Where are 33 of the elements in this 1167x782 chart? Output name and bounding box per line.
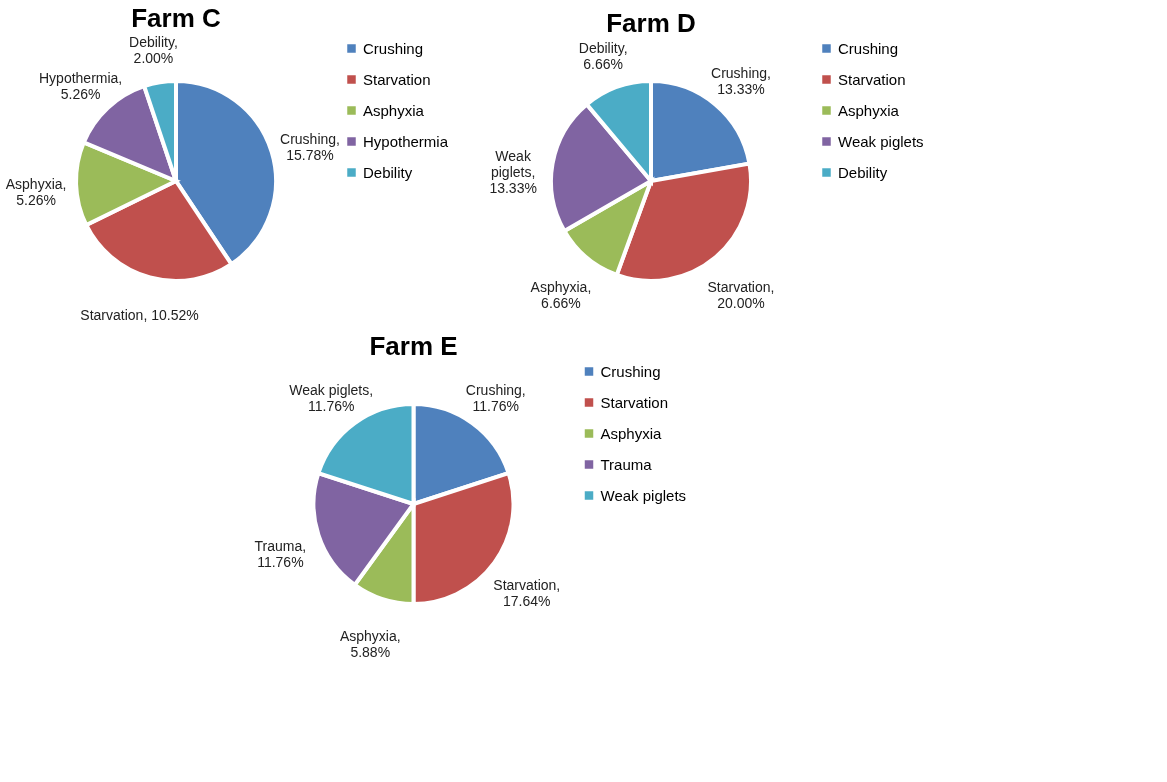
legend-label: Starvation xyxy=(838,70,906,88)
legend-label: Hypothermia xyxy=(363,132,449,150)
data-label: Asphyxia, 5.88% xyxy=(339,628,401,661)
data-label: Crushing, 15.78% xyxy=(280,131,340,164)
data-label: Weak piglets, 11.76% xyxy=(289,381,374,414)
chart-title: Farm E xyxy=(369,331,458,361)
data-label: Debility, 2.00% xyxy=(129,33,178,66)
legend-label: Trauma xyxy=(600,455,653,473)
data-label: Asphyxia, 6.66% xyxy=(530,279,592,312)
data-label: Crushing, 11.76% xyxy=(465,381,526,414)
chart-title: Farm C xyxy=(131,2,222,33)
legend-label: Asphyxia xyxy=(838,101,900,119)
chart-title: Farm D xyxy=(606,8,696,38)
data-label: Asphyxia, 5.26% xyxy=(5,176,67,209)
data-label: Weak piglets, 13.33% xyxy=(489,147,537,196)
legend-label: Crushing xyxy=(363,39,424,57)
data-label: Starvation, 20.00% xyxy=(707,279,775,312)
data-label: Crushing, 13.33% xyxy=(711,64,771,97)
legend-label: Crushing xyxy=(838,39,899,57)
legend-label: Crushing xyxy=(600,362,661,380)
data-label: Trauma, 11.76% xyxy=(254,538,307,571)
legend-label: Starvation xyxy=(600,393,669,411)
data-label: Hypothermia, 5.26% xyxy=(39,69,123,102)
legend-label: Asphyxia xyxy=(600,424,663,442)
data-label: Starvation, 10.52% xyxy=(80,307,199,324)
legend-label: Asphyxia xyxy=(363,101,425,119)
legend-label: Debility xyxy=(363,163,413,181)
data-label: Starvation, 17.64% xyxy=(493,577,561,610)
data-label: Debility, 6.66% xyxy=(578,40,628,73)
legend-label: Weak piglets xyxy=(838,132,924,150)
legend-label: Starvation xyxy=(363,70,431,88)
legend-label: Debility xyxy=(838,163,888,181)
legend-label: Weak piglets xyxy=(600,486,687,504)
